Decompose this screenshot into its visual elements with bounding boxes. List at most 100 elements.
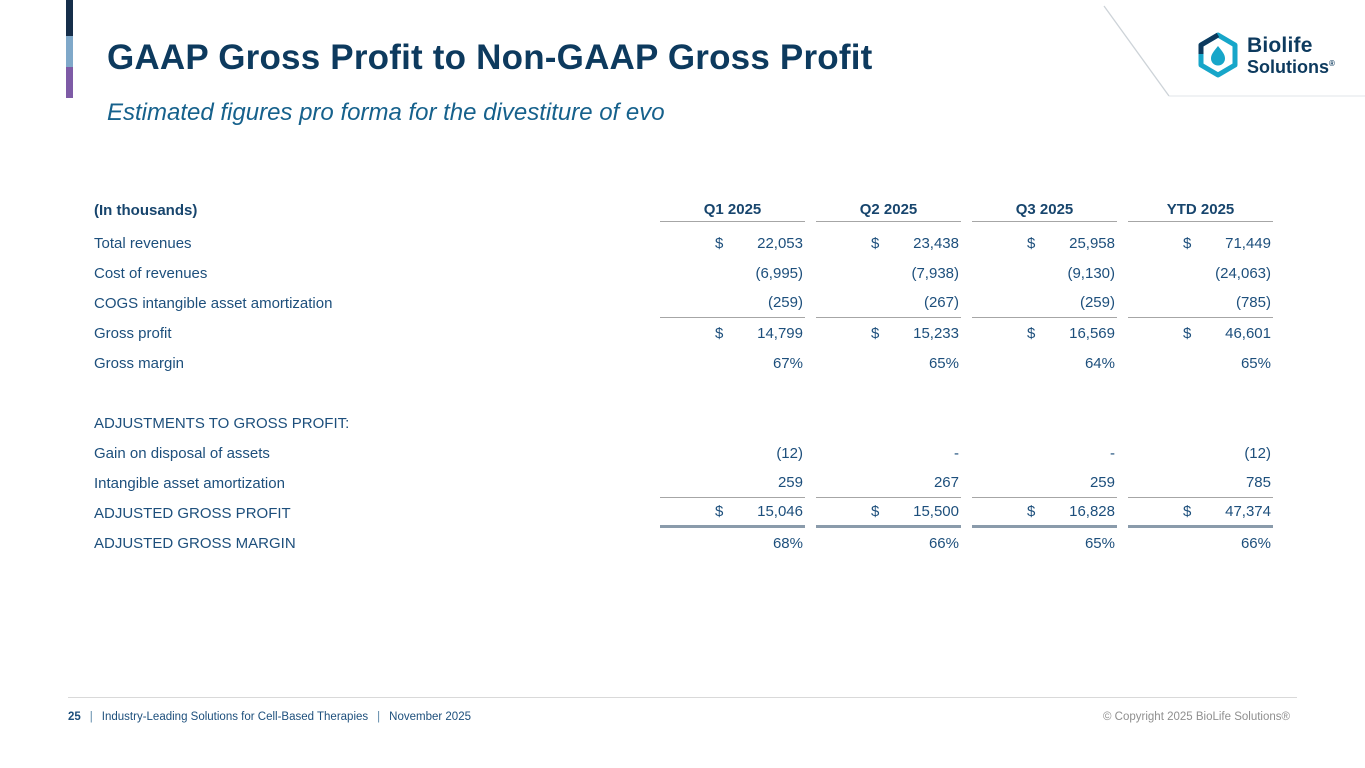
value: (7,938) bbox=[911, 264, 959, 282]
value-cell: (24,063) bbox=[1128, 258, 1273, 288]
value: (259) bbox=[767, 294, 803, 311]
currency-symbol: $ bbox=[1183, 234, 1192, 252]
value-cell: $71,449 bbox=[1128, 228, 1273, 258]
value: 15,046 bbox=[757, 503, 803, 520]
table-row-adjustments-section: ADJUSTMENTS TO GROSS PROFIT: bbox=[94, 408, 1273, 438]
column-header-q3: Q3 2025 bbox=[972, 201, 1117, 222]
currency-symbol: $ bbox=[871, 324, 880, 342]
biolife-logo-text: Biolife Solutions® bbox=[1247, 35, 1335, 76]
value: 785 bbox=[1245, 474, 1271, 491]
row-label: COGS intangible asset amortization bbox=[94, 294, 333, 312]
value: 46,601 bbox=[1225, 324, 1271, 342]
value: 16,828 bbox=[1069, 503, 1115, 520]
column-header-q2: Q2 2025 bbox=[816, 201, 961, 222]
value: (24,063) bbox=[1215, 264, 1271, 282]
footer-separator: | bbox=[89, 711, 93, 723]
row-label: ADJUSTED GROSS PROFIT bbox=[94, 504, 291, 522]
footer-tagline: Industry-Leading Solutions for Cell-Base… bbox=[101, 711, 369, 723]
row-label: Gain on disposal of assets bbox=[94, 444, 270, 462]
value: 65% bbox=[928, 354, 959, 372]
value-cell: (7,938) bbox=[816, 258, 961, 288]
value-cell bbox=[816, 408, 961, 438]
page-title: GAAP Gross Profit to Non-GAAP Gross Prof… bbox=[107, 38, 873, 77]
footer-copyright: © Copyright 2025 BioLife Solutions® bbox=[1103, 711, 1290, 723]
table-row-cogs-amortization: COGS intangible asset amortization (259)… bbox=[94, 288, 1273, 318]
value: 47,374 bbox=[1225, 503, 1271, 520]
value-cell: (267) bbox=[816, 288, 961, 318]
value-cell bbox=[660, 408, 805, 438]
row-label: Total revenues bbox=[94, 234, 192, 252]
value: 15,500 bbox=[913, 503, 959, 520]
value-cell: 259 bbox=[660, 468, 805, 498]
value-cell: (9,130) bbox=[972, 258, 1117, 288]
table-row-total-revenues: Total revenues $22,053 $23,438 $25,958 $… bbox=[94, 228, 1273, 258]
table-header-row: (In thousands) Q1 2025 Q2 2025 Q3 2025 Y… bbox=[94, 190, 1273, 222]
value: 259 bbox=[777, 474, 803, 491]
biolife-logo: Biolife Solutions® bbox=[1197, 32, 1335, 78]
value-cell: $46,601 bbox=[1128, 318, 1273, 348]
currency-symbol: $ bbox=[1027, 324, 1036, 342]
value: 66% bbox=[928, 534, 959, 552]
value: 23,438 bbox=[913, 234, 959, 252]
accent-bar-navy bbox=[66, 0, 73, 36]
currency-symbol: $ bbox=[871, 503, 880, 520]
value: (12) bbox=[1244, 444, 1271, 462]
value-cell: 66% bbox=[816, 528, 961, 558]
currency-symbol: $ bbox=[1183, 503, 1192, 520]
currency-symbol: $ bbox=[715, 324, 724, 342]
value-cell: $47,374 bbox=[1128, 498, 1273, 528]
value: (785) bbox=[1235, 294, 1271, 311]
table-row-gain-on-disposal: Gain on disposal of assets (12) - - (12) bbox=[94, 438, 1273, 468]
logo-name: Biolife bbox=[1247, 33, 1313, 57]
value-cell: (259) bbox=[660, 288, 805, 318]
value: 25,958 bbox=[1069, 234, 1115, 252]
currency-symbol: $ bbox=[715, 234, 724, 252]
footer-date: November 2025 bbox=[389, 711, 471, 723]
value-cell: $25,958 bbox=[972, 228, 1117, 258]
value: (259) bbox=[1079, 294, 1115, 311]
value: 67% bbox=[772, 354, 803, 372]
table-row-cost-of-revenues: Cost of revenues (6,995) (7,938) (9,130)… bbox=[94, 258, 1273, 288]
page-number: 25 bbox=[68, 711, 81, 723]
value-cell: $15,233 bbox=[816, 318, 961, 348]
value: - bbox=[954, 444, 959, 462]
currency-symbol: $ bbox=[1027, 503, 1036, 520]
section-heading: ADJUSTMENTS TO GROSS PROFIT: bbox=[94, 414, 350, 432]
value-cell: (12) bbox=[660, 438, 805, 468]
value-cell: $15,500 bbox=[816, 498, 961, 528]
page-subtitle: Estimated figures pro forma for the dive… bbox=[107, 99, 665, 126]
value: 64% bbox=[1084, 354, 1115, 372]
value: 16,569 bbox=[1069, 324, 1115, 342]
value-cell: 65% bbox=[816, 348, 961, 378]
value: 14,799 bbox=[757, 324, 803, 342]
value-cell: - bbox=[816, 438, 961, 468]
value-cell bbox=[1128, 408, 1273, 438]
value: (6,995) bbox=[755, 264, 803, 282]
value-cell: $23,438 bbox=[816, 228, 961, 258]
currency-symbol: $ bbox=[1027, 234, 1036, 252]
value: 22,053 bbox=[757, 234, 803, 252]
currency-symbol: $ bbox=[871, 234, 880, 252]
value-cell: 65% bbox=[1128, 348, 1273, 378]
value-cell: $22,053 bbox=[660, 228, 805, 258]
value-cell: $16,828 bbox=[972, 498, 1117, 528]
value: 15,233 bbox=[913, 324, 959, 342]
value: 259 bbox=[1089, 474, 1115, 491]
value-cell: 67% bbox=[660, 348, 805, 378]
table-row-adjusted-gross-profit: ADJUSTED GROSS PROFIT $15,046 $15,500 $1… bbox=[94, 498, 1273, 528]
footer-divider bbox=[68, 697, 1297, 698]
value-cell: $16,569 bbox=[972, 318, 1117, 348]
value-cell: $15,046 bbox=[660, 498, 805, 528]
biolife-logo-icon bbox=[1198, 32, 1238, 78]
value-cell: $14,799 bbox=[660, 318, 805, 348]
value-cell: (259) bbox=[972, 288, 1117, 318]
logo-subname: Solutions® bbox=[1247, 58, 1335, 76]
row-label: Gross profit bbox=[94, 324, 172, 342]
table-row-gross-profit: Gross profit $14,799 $15,233 $16,569 $46… bbox=[94, 318, 1273, 348]
value-cell: (12) bbox=[1128, 438, 1273, 468]
value: 71,449 bbox=[1225, 234, 1271, 252]
value: 66% bbox=[1240, 534, 1271, 552]
row-label: Cost of revenues bbox=[94, 264, 208, 282]
row-label: ADJUSTED GROSS MARGIN bbox=[94, 534, 296, 552]
